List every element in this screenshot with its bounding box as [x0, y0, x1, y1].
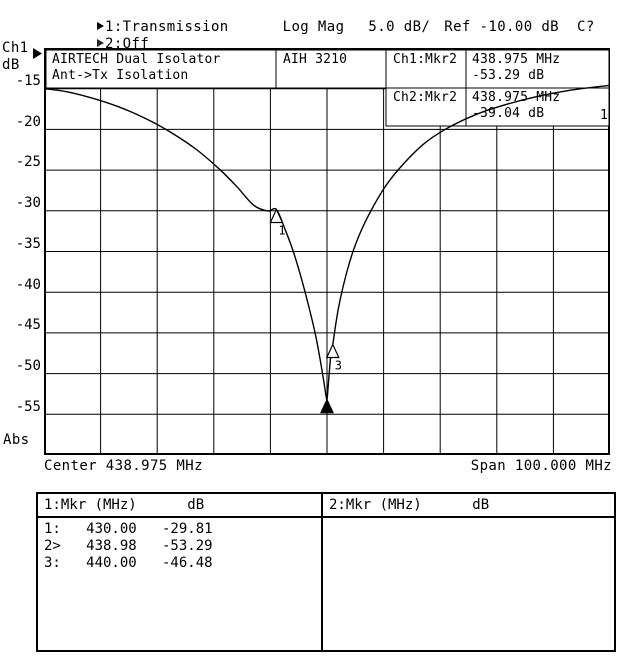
channel1-status-row[interactable]: 1:Transmission Log Mag 5.0 dB/Ref -10.00 d… — [44, 3, 595, 51]
marker-table-channel1: 1:Mkr (MHz) dB 1: 430.00 -29.81 2> 438.98… — [38, 494, 321, 650]
annotation-title-line2: Ant->Tx Isolation — [52, 68, 189, 83]
channel1-scale-per-div[interactable]: 5.0 dB/ — [368, 19, 431, 35]
marker-table-header-rule — [38, 516, 614, 518]
channel1-status-flags: C? — [577, 19, 595, 35]
channel1-reference-level[interactable]: Ref -10.00 dB — [444, 19, 560, 35]
y-axis-scale-mode-label: Abs — [3, 432, 30, 448]
y-axis-tick-neg25: -25 — [15, 154, 41, 171]
y-axis-unit-label: dB — [2, 57, 20, 73]
y-axis-tick-neg30: -30 — [15, 195, 41, 212]
channel1-format[interactable]: Log Mag — [282, 19, 345, 35]
ch1-marker-readout-marker: Mkr2 — [425, 52, 458, 67]
graph-svg: 13 — [44, 48, 610, 455]
channel1-number: 1: — [104, 19, 123, 35]
marker-table-row[interactable]: 2> 438.98 -53.29 — [44, 538, 213, 554]
ch1-marker-readout-channel: Ch1: — [393, 52, 426, 67]
ch2-marker-readout-marker: Mkr2 — [425, 90, 458, 105]
ch1-marker-readout-amplitude: -53.29 dB — [472, 68, 545, 83]
graph-marker-glyphs[interactable]: 13 — [269, 208, 342, 414]
triangle-right-solid-icon — [96, 22, 104, 30]
trace-curve — [44, 84, 610, 401]
y-axis-tick-neg20: -20 — [15, 113, 41, 130]
channel1-measurement[interactable]: Transmission — [122, 19, 229, 35]
y-axis-tick-neg55: -55 — [15, 398, 41, 415]
y-axis-tick-neg40: -40 — [15, 276, 41, 293]
annotation-overlay-boxes — [45, 49, 610, 127]
marker-table-1-rows[interactable]: 1: 430.00 -29.81 2> 438.98 -53.29 3: 440.0… — [44, 521, 213, 572]
x-axis-span-label[interactable]: Span 100.000 MHz — [470, 458, 612, 474]
ch2-marker-readout-frequency: 438.975 MHz — [472, 90, 561, 105]
active-channel-pointer-icon — [33, 44, 43, 63]
marker-table-2-header: 2:Mkr (MHz) dB — [329, 497, 490, 513]
y-axis-tick-neg45: -45 — [15, 317, 41, 334]
x-axis-center-label[interactable]: Center 438.975 MHz — [44, 458, 203, 474]
marker-triangle-icon — [320, 398, 334, 414]
y-axis-tick-neg15: -15 — [15, 73, 41, 89]
y-axis-channel-label: Ch1 — [2, 40, 29, 56]
ch2-marker-readout-amplitude: -39.04 dB — [472, 106, 545, 121]
ch1-marker-readout-frequency: 438.975 MHz — [472, 52, 561, 67]
marker-table-row[interactable]: 1: 430.00 -29.81 — [44, 521, 213, 537]
graph-marker-3[interactable]: 3 — [325, 343, 342, 373]
marker-table-container: 1:Mkr (MHz) dB 1: 430.00 -29.81 2> 438.98… — [36, 492, 616, 652]
graph-marker-1[interactable]: 1 — [269, 208, 286, 238]
ch2-marker-readout-channel: Ch2: — [393, 90, 426, 105]
marker-triangle-icon — [269, 208, 284, 224]
marker-table-1-header: 1:Mkr (MHz) dB — [44, 497, 205, 513]
marker-table-row[interactable]: 3: 440.00 -46.48 — [44, 555, 213, 571]
annotation-title-line1: AIRTECH Dual Isolator — [52, 52, 221, 67]
triangle-right-hollow-icon — [96, 39, 104, 47]
y-axis-tick-labels: -15 -20 -25 -30 -35 -40 -45 -50 -55 — [0, 40, 44, 460]
y-axis-tick-neg50: -50 — [15, 357, 41, 374]
trace-edge-label: 1 — [600, 108, 609, 123]
marker-label-1: 1 — [278, 224, 285, 238]
graph-marker-2[interactable] — [320, 398, 334, 414]
marker-triangle-icon — [325, 343, 340, 359]
marker-table-channel2: 2:Mkr (MHz) dB — [323, 494, 614, 650]
y-axis-tick-neg35: -35 — [15, 235, 41, 252]
marker-table-divider — [321, 494, 323, 650]
annotation-model: AIH 3210 — [283, 52, 348, 67]
marker-label-3: 3 — [335, 359, 342, 373]
status-block: 1:Transmission Log Mag 5.0 dB/Ref -10.00 d… — [0, 0, 640, 52]
